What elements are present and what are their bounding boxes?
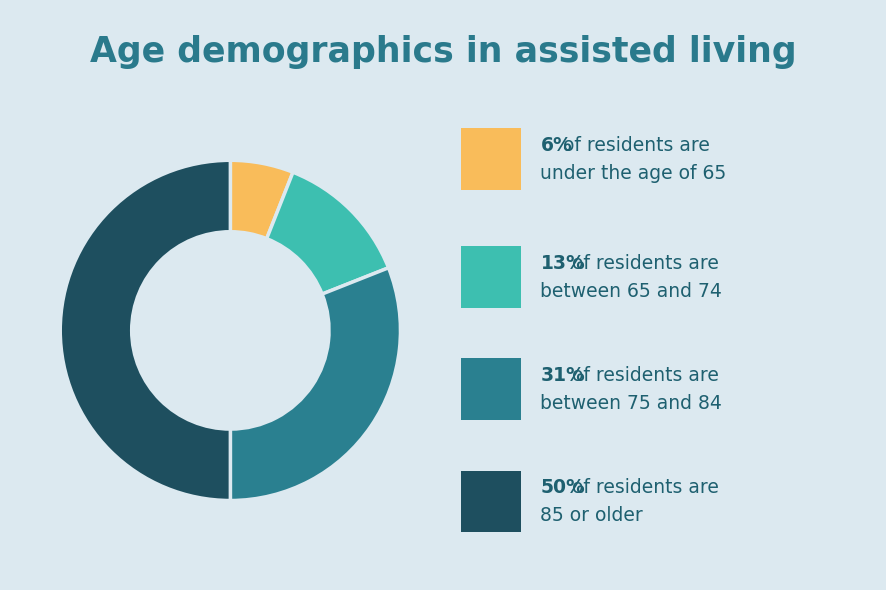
Wedge shape [230, 268, 400, 500]
Text: of residents are: of residents are [565, 366, 719, 385]
Text: of residents are: of residents are [565, 478, 719, 497]
Text: 6%: 6% [540, 136, 572, 155]
Text: 50%: 50% [540, 478, 586, 497]
Text: under the age of 65: under the age of 65 [540, 164, 727, 183]
Text: between 75 and 84: between 75 and 84 [540, 394, 722, 413]
Text: of residents are: of residents are [557, 136, 711, 155]
Text: between 65 and 74: between 65 and 74 [540, 282, 722, 301]
Wedge shape [230, 160, 293, 239]
Text: 31%: 31% [540, 366, 586, 385]
Text: of residents are: of residents are [565, 254, 719, 273]
Wedge shape [60, 160, 230, 500]
Wedge shape [267, 172, 389, 294]
Text: 85 or older: 85 or older [540, 506, 643, 525]
Text: 13%: 13% [540, 254, 586, 273]
Text: Age demographics in assisted living: Age demographics in assisted living [89, 35, 797, 70]
